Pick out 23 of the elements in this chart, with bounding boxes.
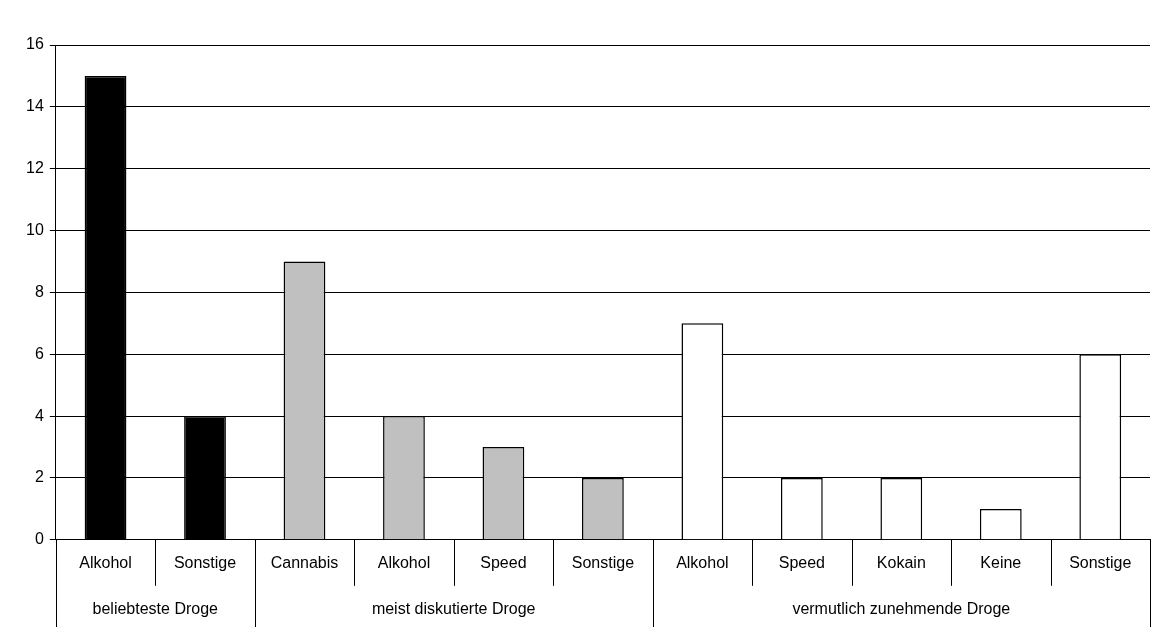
x-tick-label: Sonstige [571, 553, 635, 571]
y-tick-label: 14 [26, 97, 44, 115]
x-tick-label: Sonstige [1069, 553, 1132, 571]
x-tick-label: Alkohol [79, 553, 132, 571]
x-tick-label: Alkohol [676, 553, 729, 571]
x-tick-label: Speed [480, 553, 527, 571]
y-tick-label: 6 [34, 344, 44, 362]
y-tick-label: 12 [26, 159, 44, 177]
y-tick-label: 4 [34, 406, 44, 424]
x-tick-label: Alkohol [377, 553, 431, 571]
text: beliebteste Droge [92, 600, 219, 618]
text: meist diskutierte Droge [371, 600, 536, 618]
text: vermutlich zunehmende Droge [792, 600, 1011, 618]
y-tick-label: 16 [26, 35, 44, 53]
y-tick-label: 8 [34, 282, 44, 300]
x-tick-label: Keine [980, 553, 1022, 571]
x-tick-label: Sonstige [173, 553, 237, 571]
x-tick-label: Speed [778, 553, 825, 571]
y-tick-label: 0 [34, 530, 44, 548]
x-tick-label: Cannabis [270, 553, 339, 571]
x-tick-label: Kokain [876, 553, 926, 571]
y-tick-label: 10 [26, 220, 44, 238]
y-tick-label: 2 [34, 468, 44, 486]
